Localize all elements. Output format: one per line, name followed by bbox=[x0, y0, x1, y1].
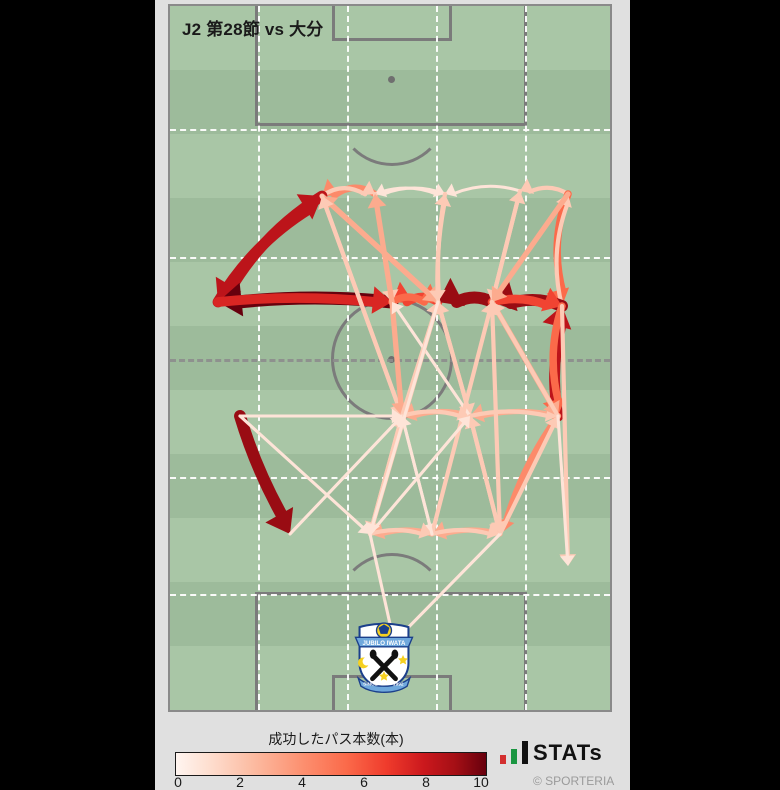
pass-arrow-shaft bbox=[212, 203, 316, 308]
pass-arrow-shaft bbox=[494, 308, 561, 419]
pass-arrow-shaft bbox=[549, 302, 566, 407]
pass-arrow-head bbox=[438, 277, 465, 307]
pass-arrow-shaft bbox=[435, 201, 447, 305]
colorbar bbox=[175, 752, 487, 776]
pass-arrow-shaft bbox=[395, 307, 472, 418]
pass-arrow-shaft bbox=[398, 532, 502, 638]
pass-arrow-shaft bbox=[370, 300, 440, 528]
halfway-line bbox=[170, 359, 610, 362]
pass-arrow-shaft bbox=[489, 299, 502, 527]
pass-arrow-shaft bbox=[288, 420, 398, 536]
copyright-notice: © SPORTERIA bbox=[533, 774, 615, 788]
colorbar-tick: 6 bbox=[360, 774, 368, 790]
pass-arrow-shaft bbox=[429, 527, 493, 537]
stats-wordmark: STATs bbox=[533, 740, 603, 765]
pass-arrow-shaft bbox=[374, 202, 395, 305]
pass-arrow-shaft bbox=[497, 422, 556, 537]
pass-arrow-shaft bbox=[487, 294, 552, 310]
colorbar-tick: 0 bbox=[174, 774, 182, 790]
grid-line-horizontal bbox=[170, 129, 610, 131]
pass-arrow-head bbox=[457, 416, 470, 429]
pass-arrow-shaft bbox=[527, 185, 571, 197]
pass-arrow-shaft bbox=[234, 410, 289, 523]
pass-arrow-shaft bbox=[323, 203, 405, 419]
pass-arrow-shaft bbox=[213, 293, 381, 307]
pass-arrow-shaft bbox=[402, 422, 434, 536]
pass-arrow-shaft bbox=[368, 532, 394, 636]
pass-arrow-head bbox=[520, 178, 535, 194]
pass-arrow-head bbox=[391, 302, 404, 315]
pass-arrow-shaft bbox=[452, 184, 522, 196]
grid-line-horizontal bbox=[170, 594, 610, 596]
club-crest-jubilo-iwata: JUBILO IWATA SINCE 1992 bbox=[354, 622, 414, 693]
pass-arrow-shaft bbox=[556, 414, 569, 559]
grid-line-vertical bbox=[436, 6, 438, 710]
grid-line-vertical bbox=[258, 6, 260, 710]
crest-club-name: JUBILO IWATA bbox=[363, 640, 406, 647]
pass-arrow-head bbox=[540, 287, 562, 312]
pass-arrow-head bbox=[367, 194, 387, 209]
pass-arrow-shaft bbox=[554, 201, 570, 309]
pass-arrow-head bbox=[418, 522, 432, 539]
pass-arrow-head bbox=[486, 522, 500, 540]
pass-arrow-layer bbox=[212, 178, 577, 642]
pass-arrow-shaft bbox=[367, 527, 425, 537]
stats-bar-black bbox=[522, 741, 528, 764]
pass-arrow-shaft bbox=[238, 414, 366, 530]
colorbar-title: 成功したパス本数(本) bbox=[268, 731, 404, 747]
page-title: J2 第28節 vs 大分 bbox=[182, 20, 324, 39]
penalty-arc-top bbox=[336, 96, 448, 166]
pass-arrow-head bbox=[318, 196, 334, 210]
colorbar-tick: 4 bbox=[298, 774, 306, 790]
pass-arrow-shaft bbox=[559, 303, 570, 559]
pass-arrow-head bbox=[545, 416, 561, 431]
stats-logo: STATs bbox=[500, 741, 603, 764]
pass-arrow-head bbox=[445, 183, 458, 197]
pass-arrow-shaft bbox=[429, 309, 492, 537]
penalty-spot-top bbox=[388, 76, 395, 83]
stats-bar-green bbox=[511, 749, 517, 764]
pass-arrow-head bbox=[508, 191, 526, 205]
pitch: JUBILO IWATA SINCE 1992 J2 第28節 vs 大分 bbox=[168, 4, 612, 712]
grid-line-vertical bbox=[347, 6, 349, 710]
pass-arrow-head bbox=[560, 555, 575, 566]
grid-line-horizontal bbox=[170, 477, 610, 479]
pass-arrow-head bbox=[491, 285, 508, 302]
pass-arrow-head bbox=[296, 194, 322, 220]
penalty-arc-bottom bbox=[336, 553, 448, 623]
colorbar-tick: 2 bbox=[236, 774, 244, 790]
pass-arrow-head bbox=[432, 183, 445, 198]
goal-area-top bbox=[332, 6, 452, 41]
pass-arrow-shaft bbox=[495, 191, 571, 296]
pass-arrow-head bbox=[434, 194, 452, 208]
pass-arrow-head bbox=[365, 522, 380, 534]
crest-since-year: 1992 bbox=[393, 682, 404, 688]
pass-arrow-shaft bbox=[373, 186, 438, 196]
pass-arrow-head bbox=[371, 286, 392, 314]
pass-arrow-head bbox=[265, 506, 294, 534]
pass-arrow-head bbox=[491, 522, 508, 534]
crest-since-label: SINCE bbox=[363, 682, 378, 688]
stats-bar-red bbox=[500, 755, 506, 764]
pass-arrow-head bbox=[360, 180, 375, 196]
colorbar-tick: 10 bbox=[473, 774, 489, 790]
colorbar-tick: 8 bbox=[422, 774, 430, 790]
pass-arrow-shaft bbox=[467, 409, 551, 419]
